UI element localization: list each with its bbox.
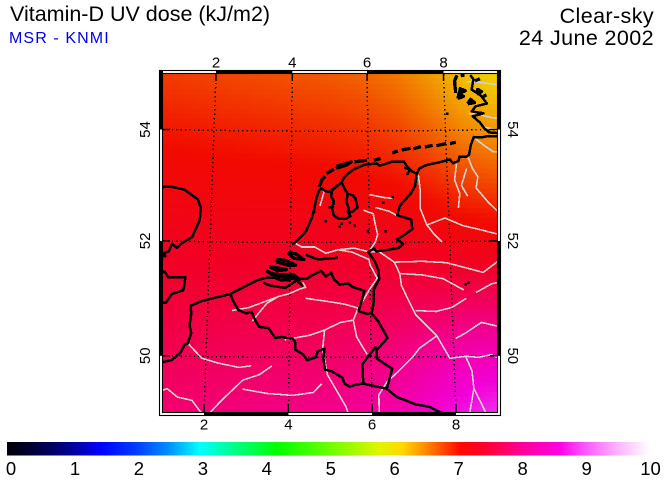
svg-text:4: 4 bbox=[288, 55, 296, 72]
svg-text:6: 6 bbox=[390, 458, 400, 479]
svg-text:52: 52 bbox=[504, 233, 521, 250]
svg-text:6: 6 bbox=[368, 417, 376, 434]
svg-text:8: 8 bbox=[452, 417, 460, 434]
svg-text:4: 4 bbox=[262, 458, 272, 479]
svg-text:2: 2 bbox=[212, 55, 220, 72]
svg-text:6: 6 bbox=[363, 55, 371, 72]
svg-text:7: 7 bbox=[454, 458, 464, 479]
svg-text:50: 50 bbox=[137, 347, 154, 364]
svg-text:54: 54 bbox=[504, 121, 521, 138]
svg-text:24 June 2002: 24 June 2002 bbox=[519, 26, 654, 50]
svg-text:0: 0 bbox=[6, 458, 16, 479]
svg-text:3: 3 bbox=[198, 458, 208, 479]
svg-text:2: 2 bbox=[134, 458, 144, 479]
svg-text:8: 8 bbox=[517, 458, 527, 479]
svg-text:MSR - KNMI: MSR - KNMI bbox=[9, 30, 110, 47]
svg-text:1: 1 bbox=[70, 458, 80, 479]
svg-text:54: 54 bbox=[137, 121, 154, 138]
svg-text:10: 10 bbox=[640, 458, 661, 479]
svg-text:9: 9 bbox=[581, 458, 591, 479]
svg-text:4: 4 bbox=[284, 417, 292, 434]
svg-text:50: 50 bbox=[504, 347, 521, 364]
svg-text:2: 2 bbox=[200, 417, 208, 434]
svg-text:Vitamin-D UV dose (kJ/m2): Vitamin-D UV dose (kJ/m2) bbox=[10, 2, 270, 26]
svg-text:Clear-sky: Clear-sky bbox=[560, 4, 654, 28]
svg-text:5: 5 bbox=[326, 458, 336, 479]
svg-text:8: 8 bbox=[439, 55, 447, 72]
svg-text:52: 52 bbox=[137, 233, 154, 250]
